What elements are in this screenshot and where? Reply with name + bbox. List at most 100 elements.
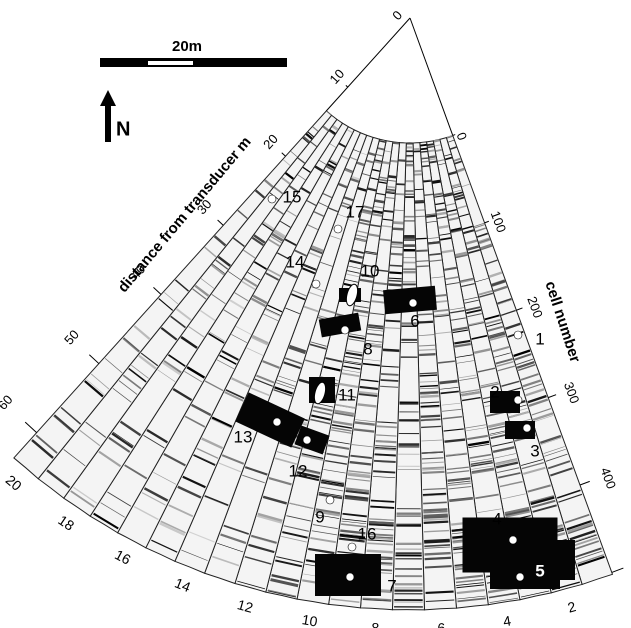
echo-streak (376, 441, 397, 442)
beam-label: 10 (301, 611, 319, 628)
echo-streak (426, 216, 436, 217)
target-marker (326, 496, 334, 504)
echo-streak (392, 244, 403, 245)
echo-streak (417, 261, 429, 262)
target-label: 11 (338, 385, 356, 404)
distance-tick (153, 287, 161, 294)
echo-streak (425, 553, 451, 554)
echo-streak (420, 145, 426, 146)
echo-streak (425, 558, 451, 559)
echo-streak (420, 396, 438, 397)
echo-streak (426, 592, 454, 593)
cell-tick (485, 221, 489, 223)
echo-streak (383, 350, 399, 351)
echo-streak (389, 272, 401, 273)
target-label: 16 (358, 524, 377, 543)
echo-streak (434, 193, 443, 194)
distance-tick-label: 50 (61, 327, 82, 348)
cell-tick-label: 400 (598, 465, 620, 491)
target-marker (312, 280, 320, 288)
echo-streak (418, 322, 433, 323)
echo-streak (418, 314, 432, 315)
distance-tick-label: 10 (326, 66, 347, 87)
echo-streak (373, 471, 395, 472)
echo-streak (416, 238, 427, 239)
target-marker (516, 573, 524, 581)
echo-streak (375, 454, 396, 455)
echo-patch (545, 540, 575, 580)
echo-streak (424, 522, 449, 523)
echo-streak (429, 254, 441, 255)
echo-streak (423, 509, 447, 510)
echo-streak (422, 166, 429, 167)
echo-streak (421, 149, 427, 150)
echo-streak (422, 467, 444, 468)
echo-streak (423, 515, 447, 516)
echo-streak (391, 161, 398, 162)
target-label: 17 (346, 202, 365, 221)
echo-streak (393, 143, 399, 144)
echo-streak (424, 541, 450, 542)
echo-streak (420, 386, 438, 387)
echo-streak (393, 223, 403, 224)
beam-label: 6 (437, 620, 446, 628)
echo-streak (417, 266, 429, 267)
target-marker (514, 396, 522, 404)
echo-streak (380, 239, 391, 240)
arrow-shaft (105, 104, 111, 142)
scale-label: 20m (172, 38, 202, 55)
echo-streak (385, 321, 400, 322)
target-label: 1 (535, 329, 544, 348)
echo-streak (425, 566, 452, 567)
target-marker (523, 424, 531, 432)
target-marker (514, 331, 522, 339)
echo-streak (391, 247, 402, 248)
echo-streak (421, 151, 428, 152)
distance-tick (89, 355, 99, 364)
beam-label: 2 (566, 598, 578, 616)
target-label: 4 (492, 509, 501, 528)
echo-streak (428, 150, 434, 151)
echo-streak (374, 461, 396, 462)
echo-streak (370, 507, 394, 508)
beam-label: 4 (502, 612, 512, 628)
distance-tick (218, 220, 224, 225)
echo-streak (416, 250, 427, 251)
arrow-head (100, 90, 116, 106)
fan (14, 18, 613, 610)
echo-streak (393, 229, 403, 230)
target-marker (268, 195, 276, 203)
echo-streak (381, 380, 399, 381)
target-marker (409, 299, 417, 307)
beam-label: 18 (55, 512, 77, 534)
echo-streak (377, 426, 397, 427)
echo-streak (437, 213, 447, 215)
target-label: 10 (361, 261, 380, 280)
target-label: 2 (490, 382, 499, 401)
echo-streak (428, 242, 439, 243)
scale-bar-white (148, 61, 193, 65)
target-marker (303, 436, 311, 444)
echo-streak (430, 161, 437, 162)
echo-streak (390, 265, 402, 266)
echo-streak (429, 156, 436, 157)
echo-streak (388, 284, 401, 285)
cell-tick-label: 100 (488, 209, 510, 235)
echo-streak (389, 281, 402, 282)
scale-bar-black (100, 58, 287, 67)
target-marker (346, 573, 354, 581)
echo-streak (367, 551, 393, 552)
echo-streak (387, 187, 395, 188)
echo-streak (382, 162, 389, 163)
echo-streak (381, 374, 398, 375)
beam-label: 20 (3, 472, 25, 494)
target-label: 9 (315, 507, 324, 526)
echo-streak (432, 181, 440, 182)
beam-label: 8 (371, 620, 380, 628)
echo-streak (384, 211, 393, 212)
distance-tick (346, 85, 348, 87)
echo-streak (420, 373, 437, 374)
beam-label: 12 (236, 596, 256, 616)
echo-streak (423, 181, 431, 182)
fan-edge (410, 18, 453, 135)
